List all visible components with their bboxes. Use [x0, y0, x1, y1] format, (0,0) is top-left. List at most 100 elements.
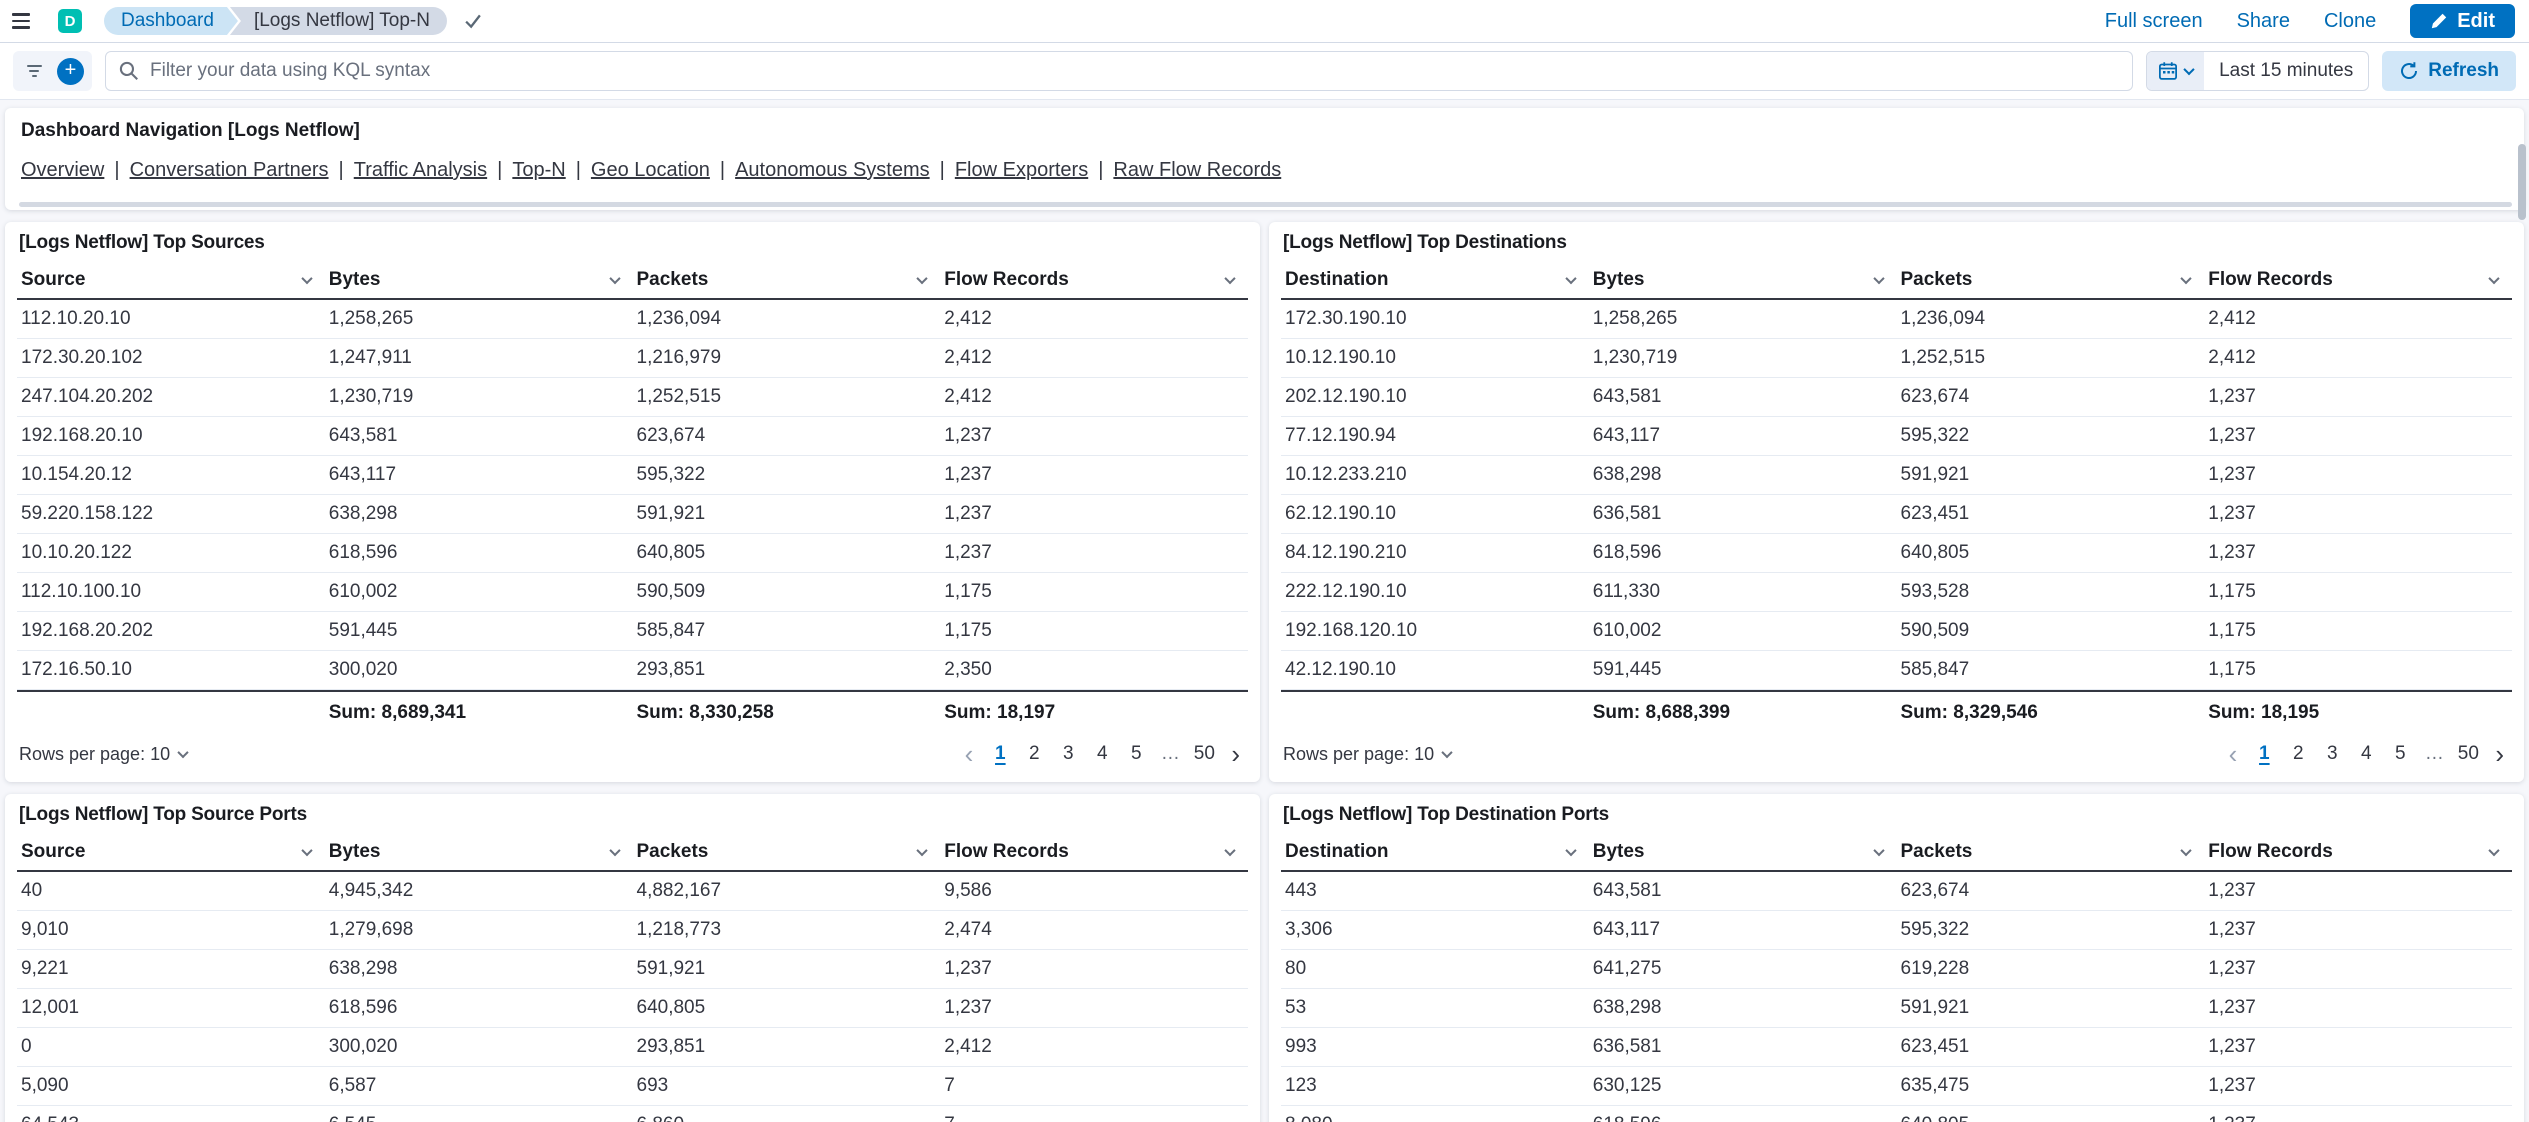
nav-link-conversation-partners[interactable]: Conversation Partners: [129, 159, 329, 181]
nav-links: Overview | Conversation Partners | Traffic A…: [21, 159, 2508, 182]
chevron-down-icon[interactable]: [916, 272, 928, 285]
nav-link-autonomous-systems[interactable]: Autonomous Systems: [735, 159, 930, 181]
chevron-down-icon[interactable]: [916, 844, 928, 857]
column-header-bytes[interactable]: Bytes: [325, 835, 633, 870]
table-cell: 643,117: [1592, 919, 1661, 940]
next-page-icon[interactable]: ›: [2495, 739, 2504, 769]
calendar-menu-button[interactable]: [2147, 52, 2205, 90]
chevron-down-icon[interactable]: [301, 272, 313, 285]
table-cell: 1,175: [2208, 620, 2256, 641]
table-cell: 591,921: [1900, 997, 1970, 1018]
chevron-down-icon[interactable]: [1565, 272, 1577, 285]
kql-search-box[interactable]: [105, 51, 2134, 91]
page-number[interactable]: 50: [1193, 743, 1215, 764]
chevron-down-icon[interactable]: [1224, 272, 1236, 285]
column-header-packets[interactable]: Packets: [1897, 835, 2205, 870]
chevron-down-icon[interactable]: [1872, 272, 1885, 285]
share-button[interactable]: Share: [2236, 9, 2290, 32]
page-number[interactable]: 4: [1097, 743, 1108, 764]
table-cell: 618,596: [328, 997, 398, 1018]
column-label: Source: [21, 269, 86, 290]
full-screen-button[interactable]: Full screen: [2104, 9, 2203, 32]
chevron-down-icon[interactable]: [2180, 272, 2192, 285]
edit-button[interactable]: Edit: [2410, 4, 2515, 38]
table-cell: 2,412: [944, 386, 992, 407]
column-header-flow-records[interactable]: Flow Records: [2204, 263, 2512, 298]
chevron-down-icon[interactable]: [2488, 272, 2500, 285]
page-number[interactable]: 1: [995, 743, 1006, 764]
add-filter-button[interactable]: +: [57, 57, 84, 85]
page-number[interactable]: 3: [1063, 743, 1074, 764]
chevron-down-icon[interactable]: [1872, 844, 1885, 857]
app-logo[interactable]: D: [58, 9, 82, 33]
column-header-bytes[interactable]: Bytes: [1589, 263, 1897, 298]
table-cell: 623,451: [1900, 503, 1970, 524]
time-range-value[interactable]: Last 15 minutes: [2219, 60, 2354, 81]
nav-separator: |: [114, 159, 120, 181]
refresh-button[interactable]: Refresh: [2382, 51, 2516, 91]
hamburger-menu-icon[interactable]: [12, 9, 36, 33]
chevron-down-icon[interactable]: [2180, 844, 2192, 857]
page-number[interactable]: 3: [2327, 743, 2338, 764]
chevron-down-icon[interactable]: [1565, 844, 1577, 857]
nav-link-raw-flow-records[interactable]: Raw Flow Records: [1113, 159, 1282, 181]
filter-icon[interactable]: [21, 58, 47, 84]
nav-link-traffic-analysis[interactable]: Traffic Analysis: [353, 159, 488, 181]
page-number[interactable]: 5: [1131, 743, 1142, 764]
page-number[interactable]: 2: [2293, 743, 2304, 764]
table-row: 53 638,298 591,921 1,237: [1281, 989, 2512, 1028]
table-cell: 9,586: [944, 880, 992, 901]
page-list: ‹ 1 2 3 4 5 … 50 ›: [959, 740, 1246, 768]
column-header-packets[interactable]: Packets: [633, 263, 941, 298]
table-cell: 635,475: [1900, 1075, 1970, 1096]
column-header-flow-records[interactable]: Flow Records: [940, 263, 1248, 298]
chevron-down-icon[interactable]: [608, 844, 621, 857]
prev-page-icon[interactable]: ‹: [2228, 739, 2238, 769]
vertical-scrollbar[interactable]: [2518, 144, 2526, 220]
kql-search-input[interactable]: [150, 60, 2121, 82]
table-cell: 123: [1285, 1075, 1317, 1096]
chevron-down-icon[interactable]: [608, 272, 621, 285]
chevron-down-icon[interactable]: [2488, 844, 2500, 857]
table-cell: 1,237: [2208, 503, 2256, 524]
page-number[interactable]: 2: [1029, 743, 1040, 764]
table-cell: 1,236,094: [1900, 308, 1986, 329]
table-cell: 62.12.190.10: [1285, 503, 1396, 524]
page-number[interactable]: 1: [2259, 743, 2270, 764]
rows-per-page-control[interactable]: Rows per page: 10: [1283, 744, 1453, 765]
column-header-packets[interactable]: Packets: [633, 835, 941, 870]
table-cell: 9,010: [21, 919, 69, 940]
page-number[interactable]: 50: [2457, 743, 2479, 764]
page-number[interactable]: 5: [2395, 743, 2406, 764]
saved-check-icon[interactable]: [463, 11, 483, 31]
nav-link-flow-exporters[interactable]: Flow Exporters: [954, 159, 1089, 181]
column-header-bytes[interactable]: Bytes: [1589, 835, 1897, 870]
column-header-flow-records[interactable]: Flow Records: [940, 835, 1248, 870]
clone-button[interactable]: Clone: [2323, 9, 2377, 32]
chevron-down-icon[interactable]: [301, 844, 313, 857]
panels-grid: [Logs Netflow] Top Sources Source Bytes Pa…: [5, 222, 2524, 1122]
filter-controls: +: [13, 51, 92, 91]
rows-per-page-control[interactable]: Rows per page: 10: [19, 743, 189, 765]
breadcrumb-dashboard[interactable]: Dashboard: [104, 7, 238, 35]
column-header-source[interactable]: Source: [17, 835, 325, 870]
horizontal-scrollbar[interactable]: [19, 202, 2512, 207]
table-cell: 1,175: [944, 620, 992, 641]
column-header-flow-records[interactable]: Flow Records: [2204, 835, 2512, 870]
nav-link-top-n[interactable]: Top-N: [512, 159, 566, 181]
column-header-source[interactable]: Source: [17, 263, 325, 298]
column-header-destination[interactable]: Destination: [1281, 263, 1589, 298]
column-header-packets[interactable]: Packets: [1897, 263, 2205, 298]
table-cell: 610,002: [328, 581, 398, 602]
nav-link-overview[interactable]: Overview: [21, 159, 105, 181]
nav-link-geo-location[interactable]: Geo Location: [590, 159, 710, 181]
page-number[interactable]: 4: [2361, 743, 2372, 764]
column-header-destination[interactable]: Destination: [1281, 835, 1589, 870]
time-range-picker: Last 15 minutes: [2146, 51, 2370, 91]
column-header-bytes[interactable]: Bytes: [325, 263, 633, 298]
next-page-icon[interactable]: ›: [1231, 739, 1240, 769]
column-label: Source: [21, 841, 86, 862]
chevron-down-icon[interactable]: [1224, 844, 1236, 857]
prev-page-icon[interactable]: ‹: [964, 739, 974, 769]
rows-per-page-label: Rows per page: 10: [19, 743, 171, 764]
